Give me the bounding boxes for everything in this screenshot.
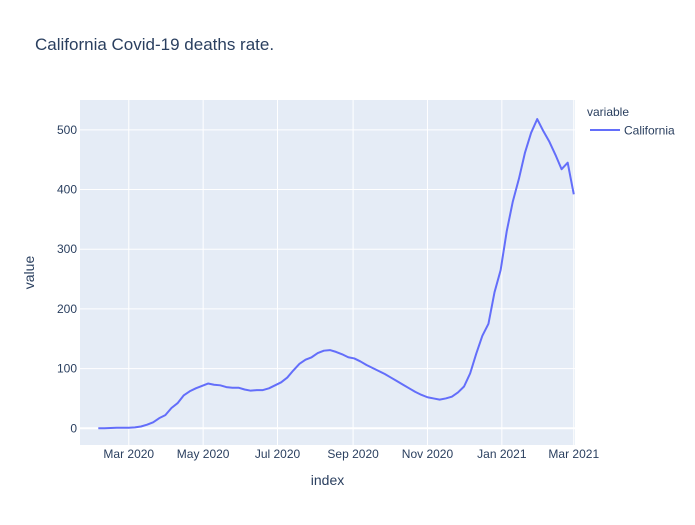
x-tick-label: Mar 2020 [103,447,154,461]
series-layer [98,118,575,430]
x-tick-label: Jan 2021 [477,447,527,461]
grid-lines [80,100,575,445]
x-axis-title: index [311,472,344,488]
legend-title: variable [587,105,629,119]
y-axis-ticks: 0 100 200 300 400 500 [57,123,77,435]
y-tick-label: 400 [57,183,77,197]
legend: variable California [587,105,675,138]
y-tick-label: 100 [57,362,77,376]
x-tick-label: Jul 2020 [255,447,301,461]
x-tick-label: Mar 2021 [548,447,599,461]
y-tick-label: 300 [57,242,77,256]
x-tick-label: May 2020 [177,447,230,461]
chart-title: California Covid-19 deaths rate. [35,35,274,54]
legend-item-california[interactable]: California [590,124,675,138]
x-axis-ticks: Mar 2020 May 2020 Jul 2020 Sep 2020 Nov 2020… [103,447,599,461]
x-tick-label: Nov 2020 [402,447,454,461]
y-tick-label: 200 [57,302,77,316]
plot-area [80,100,575,445]
x-tick-label: Sep 2020 [327,447,379,461]
y-axis-title: value [21,256,37,290]
y-tick-label: 500 [57,123,77,137]
series-line-california[interactable] [98,118,575,430]
legend-item-label: California [624,124,675,138]
y-tick-label: 0 [70,421,77,435]
